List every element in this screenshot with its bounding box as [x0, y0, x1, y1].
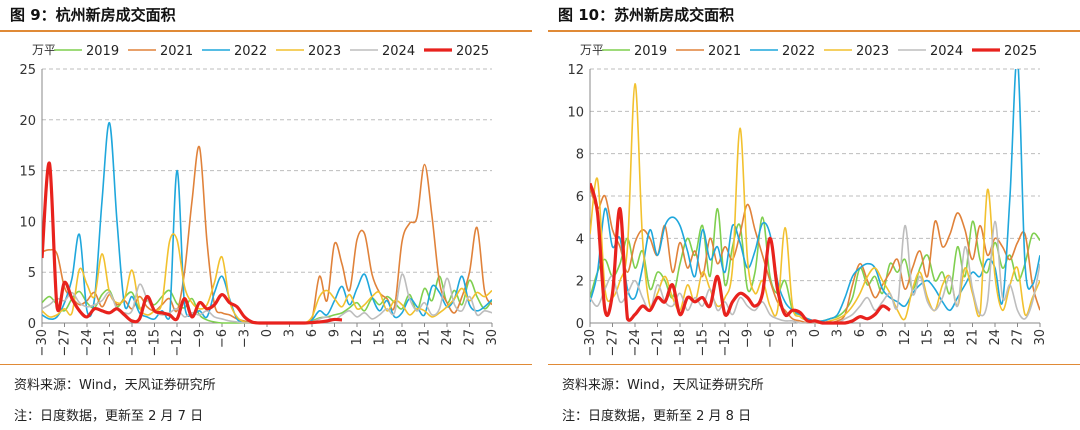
x-tick-label: 9 [328, 329, 343, 337]
x-tick-label: 27 [463, 329, 478, 346]
series-line-2019 [590, 207, 1040, 322]
y-tick-label: 8 [576, 148, 584, 163]
x-tick-label: −24 [628, 329, 643, 356]
x-tick-label: −3 [238, 329, 253, 348]
x-tick-label: 30 [1033, 329, 1048, 346]
legend-label-2025: 2025 [1004, 44, 1037, 59]
x-tick-label: 0 [260, 329, 275, 337]
x-tick-label: 0 [808, 329, 823, 337]
x-tick-label: 18 [395, 329, 410, 346]
series-line-2021 [42, 145, 492, 324]
chart-panel-hangzhou: 图 9：杭州新房成交面积 0 5 10 15 20 25 −30 −27 −24 −21 −18 −1… [0, 0, 532, 430]
source-note: 资料来源：Wind，天风证券研究所 [14, 378, 216, 393]
x-tick-label: −9 [741, 329, 756, 348]
x-tick-label: 3 [283, 329, 298, 337]
legend-label-2021: 2021 [160, 44, 193, 59]
legend-label-2019: 2019 [86, 44, 119, 59]
y-tick-label: 25 [19, 63, 36, 78]
update-note: 注：日度数据，更新至 2 月 8 日 [562, 409, 752, 424]
y-tick-label: 10 [567, 105, 584, 120]
legend-label-2025: 2025 [456, 44, 489, 59]
x-tick-label: 18 [943, 329, 958, 346]
legend-label-2022: 2022 [234, 44, 267, 59]
legend-label-2019: 2019 [634, 44, 667, 59]
footer-rule [0, 364, 532, 365]
x-tick-label: −24 [80, 329, 95, 356]
footer-rule [548, 364, 1080, 365]
x-tick-label: 12 [898, 329, 913, 346]
y-axis-label: 万平 [32, 43, 56, 57]
y-tick-label: 12 [567, 63, 584, 78]
x-tick-label: 6 [305, 329, 320, 337]
x-tick-label: 27 [1011, 329, 1026, 346]
y-tick-label: 0 [576, 317, 584, 332]
y-tick-label: 2 [576, 275, 584, 290]
y-tick-label: 4 [576, 232, 584, 247]
x-tick-label: −21 [651, 329, 666, 356]
series-line-2025 [42, 161, 343, 325]
x-tick-label: 6 [853, 329, 868, 337]
x-tick-label: 21 [966, 329, 981, 346]
legend-label-2023: 2023 [308, 44, 341, 59]
x-tick-label: −6 [763, 329, 778, 348]
x-tick-label: −18 [125, 329, 140, 356]
update-note: 注：日度数据，更新至 2 月 7 日 [14, 409, 204, 424]
legend-label-2021: 2021 [708, 44, 741, 59]
x-tick-label: 9 [876, 329, 891, 337]
x-tick-label: 12 [350, 329, 365, 346]
legend-label-2023: 2023 [856, 44, 889, 59]
chart-title: 图 9：杭州新房成交面积 [10, 6, 176, 24]
y-tick-label: 5 [28, 266, 36, 281]
x-tick-label: −3 [786, 329, 801, 348]
chart-title: 图 10：苏州新房成交面积 [558, 6, 735, 24]
x-tick-label: 24 [988, 329, 1003, 346]
x-tick-label: −15 [148, 329, 163, 356]
y-tick-label: 20 [19, 114, 36, 129]
legend-label-2024: 2024 [382, 44, 415, 59]
x-tick-label: −6 [215, 329, 230, 348]
y-tick-label: 15 [19, 165, 36, 180]
series-line-2025 [590, 182, 891, 325]
y-tick-label: 10 [19, 215, 36, 230]
x-tick-label: −21 [103, 329, 118, 356]
x-tick-label: −12 [170, 329, 185, 356]
x-tick-label: 21 [418, 329, 433, 346]
x-tick-label: 15 [373, 329, 388, 346]
x-tick-label: −27 [606, 329, 621, 356]
source-note: 资料来源：Wind，天风证券研究所 [562, 378, 764, 393]
x-tick-label: 30 [485, 329, 500, 346]
x-tick-label: 24 [440, 329, 455, 346]
x-tick-label: −9 [193, 329, 208, 348]
title-rule [0, 30, 532, 32]
chart-panel-suzhou: 图 10：苏州新房成交面积 0 2 4 6 8 10 12 −30 −27 −24 −21 −18 −1… [548, 0, 1080, 430]
title-rule [548, 30, 1080, 32]
x-tick-label: −27 [58, 329, 73, 356]
x-tick-label: −18 [673, 329, 688, 356]
x-tick-label: 15 [921, 329, 936, 346]
series-line-2022 [590, 69, 1040, 322]
series-line-2023 [42, 233, 492, 324]
x-tick-label: −15 [696, 329, 711, 356]
y-tick-label: 6 [576, 190, 584, 205]
y-tick-label: 0 [28, 317, 36, 332]
x-tick-label: −12 [718, 329, 733, 356]
x-tick-label: −30 [35, 329, 50, 356]
x-tick-label: 3 [831, 329, 846, 337]
legend-label-2024: 2024 [930, 44, 963, 59]
legend-label-2022: 2022 [782, 44, 815, 59]
y-axis-label: 万平 [580, 43, 604, 57]
x-tick-label: −30 [583, 329, 598, 356]
